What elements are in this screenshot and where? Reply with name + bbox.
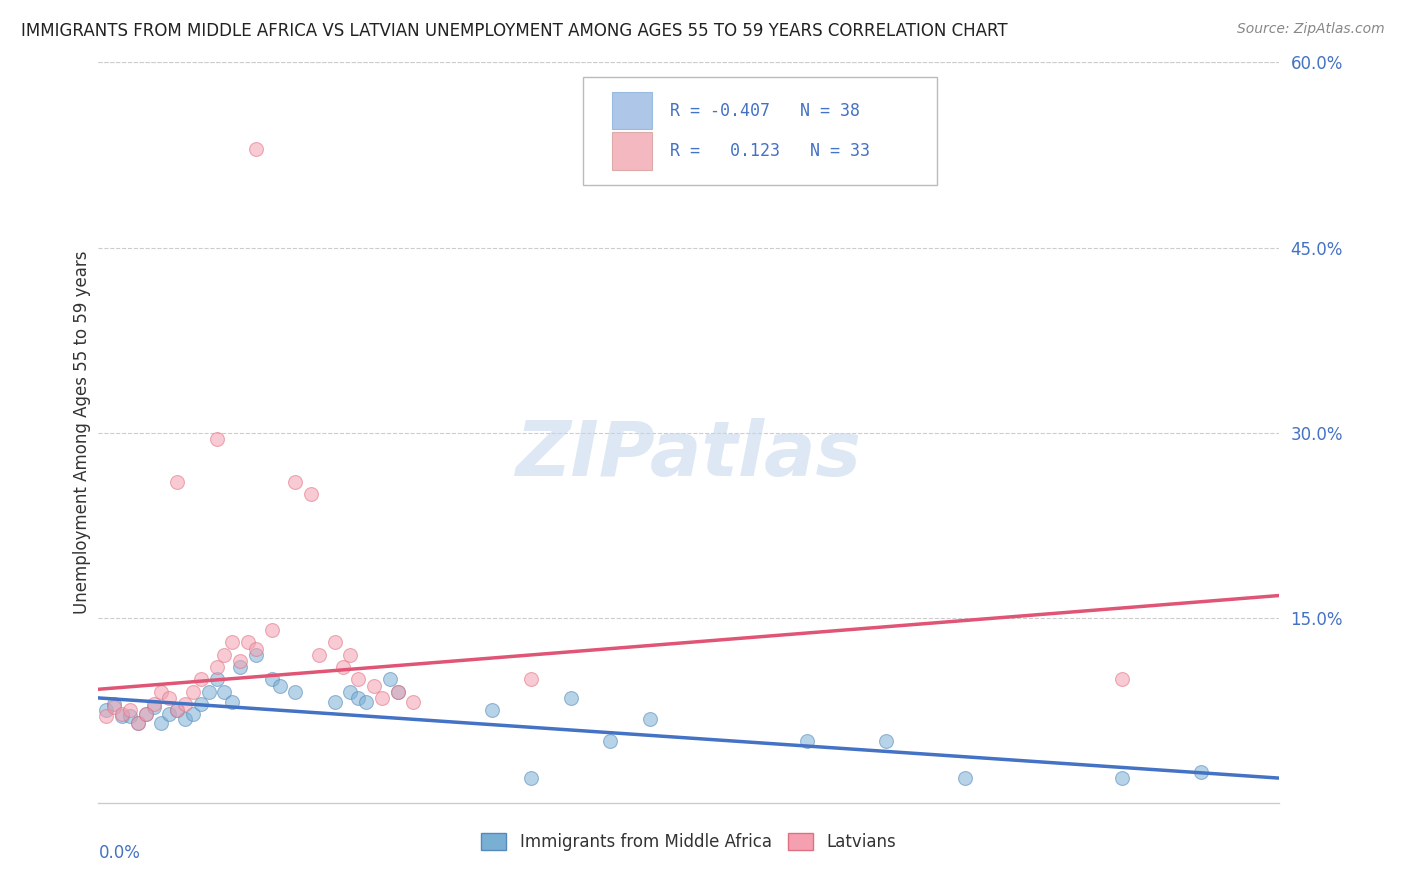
Point (387, 685, 409, 699)
Point (245, 648, 267, 662)
Point (481, 703, 503, 717)
Point (308, 648, 330, 662)
Point (1111, 771, 1133, 785)
Point (181, 685, 204, 699)
Point (299, 487, 322, 501)
Point (260, 673, 283, 687)
Point (236, 635, 259, 649)
Point (197, 685, 219, 699)
Point (135, 706, 157, 721)
Point (166, 475, 188, 489)
Point (875, 734, 897, 748)
Point (1111, 673, 1133, 687)
Point (339, 648, 361, 662)
Point (127, 715, 149, 730)
Point (347, 673, 370, 687)
Point (953, 771, 976, 785)
Text: R = -0.407   N = 38: R = -0.407 N = 38 (671, 102, 860, 120)
Point (260, 623, 283, 637)
Point (402, 695, 425, 709)
Point (284, 475, 307, 489)
Point (269, 679, 291, 693)
Point (378, 673, 401, 687)
Point (96, 703, 118, 717)
Point (127, 715, 149, 730)
Point (142, 697, 165, 711)
Point (118, 703, 141, 717)
Point (347, 690, 370, 705)
Point (157, 706, 180, 721)
Point (339, 685, 361, 699)
Text: IMMIGRANTS FROM MIDDLE AFRICA VS LATVIAN UNEMPLOYMENT AMONG AGES 55 TO 59 YEARS : IMMIGRANTS FROM MIDDLE AFRICA VS LATVIAN… (21, 22, 1008, 40)
Point (371, 690, 394, 705)
Point (150, 685, 173, 699)
Point (229, 654, 252, 668)
Point (157, 690, 180, 705)
Text: R =   0.123   N = 33: R = 0.123 N = 33 (671, 143, 870, 161)
Point (229, 660, 252, 674)
Point (118, 709, 141, 723)
Point (150, 715, 173, 730)
Point (323, 695, 346, 709)
Point (323, 635, 346, 649)
Point (103, 697, 125, 711)
Point (205, 673, 228, 687)
Point (205, 660, 228, 674)
Point (205, 432, 228, 446)
Text: 0.0%: 0.0% (98, 844, 141, 862)
Point (111, 706, 134, 721)
Point (214, 648, 236, 662)
Legend: Immigrants from Middle Africa, Latvians: Immigrants from Middle Africa, Latvians (475, 826, 903, 857)
Point (181, 706, 204, 721)
Point (354, 695, 377, 709)
FancyBboxPatch shape (612, 92, 652, 129)
Point (96, 709, 118, 723)
Point (796, 734, 818, 748)
Point (214, 685, 236, 699)
Point (363, 679, 385, 693)
Point (190, 697, 212, 711)
Point (638, 712, 661, 726)
FancyBboxPatch shape (582, 78, 936, 185)
Point (166, 703, 188, 717)
Point (111, 709, 134, 723)
Point (174, 712, 197, 726)
Point (190, 673, 212, 687)
Point (245, 142, 267, 156)
FancyBboxPatch shape (612, 132, 652, 170)
Point (387, 685, 409, 699)
Point (520, 771, 543, 785)
Point (166, 703, 188, 717)
Point (599, 734, 621, 748)
Point (332, 660, 354, 674)
Point (103, 699, 125, 714)
Point (142, 699, 165, 714)
Y-axis label: Unemployment Among Ages 55 to 59 years: Unemployment Among Ages 55 to 59 years (73, 251, 91, 615)
Point (245, 641, 267, 656)
Point (174, 697, 197, 711)
Text: Source: ZipAtlas.com: Source: ZipAtlas.com (1237, 22, 1385, 37)
Point (1189, 764, 1212, 779)
Text: ZIPatlas: ZIPatlas (516, 417, 862, 491)
Point (560, 690, 582, 705)
Point (520, 673, 543, 687)
Point (284, 685, 307, 699)
Point (221, 695, 243, 709)
Point (135, 706, 157, 721)
Point (221, 635, 243, 649)
